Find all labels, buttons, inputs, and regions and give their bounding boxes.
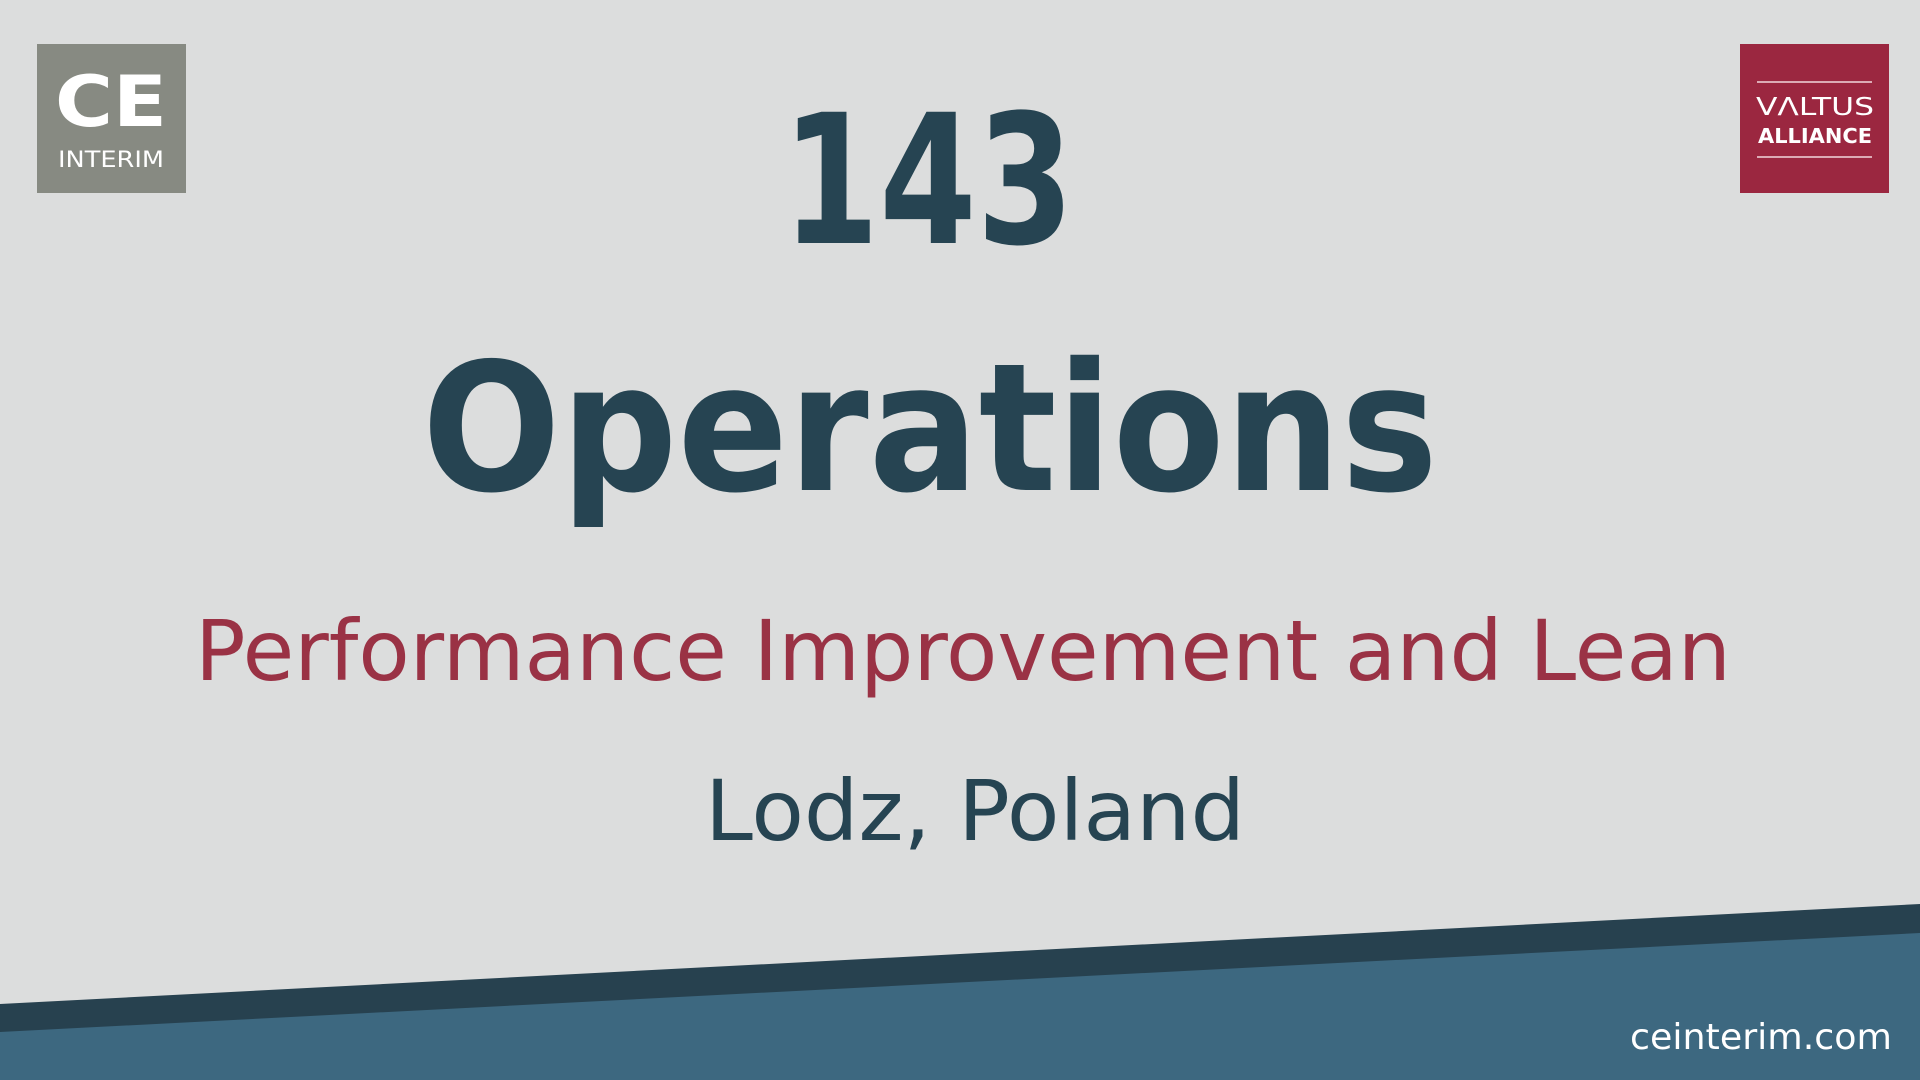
location: Lodz, Poland: [705, 762, 1245, 860]
ce-logo-subtitle: INTERIM: [58, 148, 164, 173]
headline-title: Operations: [422, 325, 1438, 532]
valtus-logo: VΛLTUS ALLIANCE: [1740, 44, 1889, 193]
ce-logo-title: CE: [55, 61, 167, 143]
ce-logo-box: [37, 44, 186, 193]
valtus-logo-box: [1740, 44, 1889, 193]
valtus-logo-subtitle: ALLIANCE: [1758, 124, 1872, 148]
headline-number: 143: [782, 77, 1074, 286]
subtitle: Performance Improvement and Lean: [195, 602, 1731, 700]
footer-band: [0, 933, 1920, 1080]
website-link[interactable]: ceinterim.com: [1630, 1017, 1892, 1058]
ce-logo: CE INTERIM: [37, 44, 186, 193]
valtus-logo-title: VΛLTUS: [1756, 92, 1874, 121]
